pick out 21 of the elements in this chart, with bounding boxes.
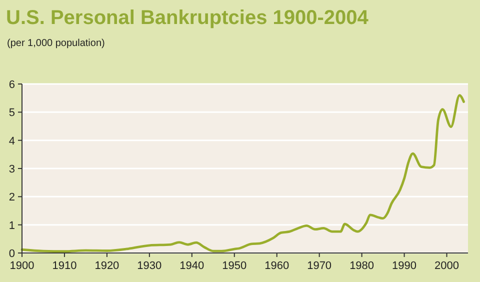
x-tick-label: 1910 (52, 260, 77, 272)
x-tick-label: 1930 (137, 260, 162, 272)
x-tick-label: 2000 (434, 260, 460, 272)
chart-title: U.S. Personal Bankruptcies 1900-2004 (6, 7, 370, 29)
chart-subtitle: (per 1,000 population) (7, 38, 105, 49)
x-tick-label: 1940 (180, 260, 204, 272)
x-tick-label: 1960 (264, 260, 290, 272)
x-tick-label: 1900 (10, 260, 34, 272)
y-tick-label: 0 (8, 248, 15, 260)
x-tick-label: 1990 (392, 260, 417, 272)
y-tick-label: 2 (8, 192, 15, 204)
line-series (20, 94, 465, 253)
y-tick-label: 5 (8, 107, 15, 120)
x-tick-label: 1950 (222, 260, 247, 272)
y-tick-label: 1 (8, 220, 15, 232)
y-tick-label: 4 (8, 135, 15, 148)
y-tick-label: 6 (8, 79, 15, 91)
y-tick-label: 3 (8, 164, 15, 176)
x-tick-label: 1920 (94, 260, 120, 272)
x-tick-label: 1970 (307, 260, 332, 272)
x-tick-label: 1980 (350, 260, 374, 272)
